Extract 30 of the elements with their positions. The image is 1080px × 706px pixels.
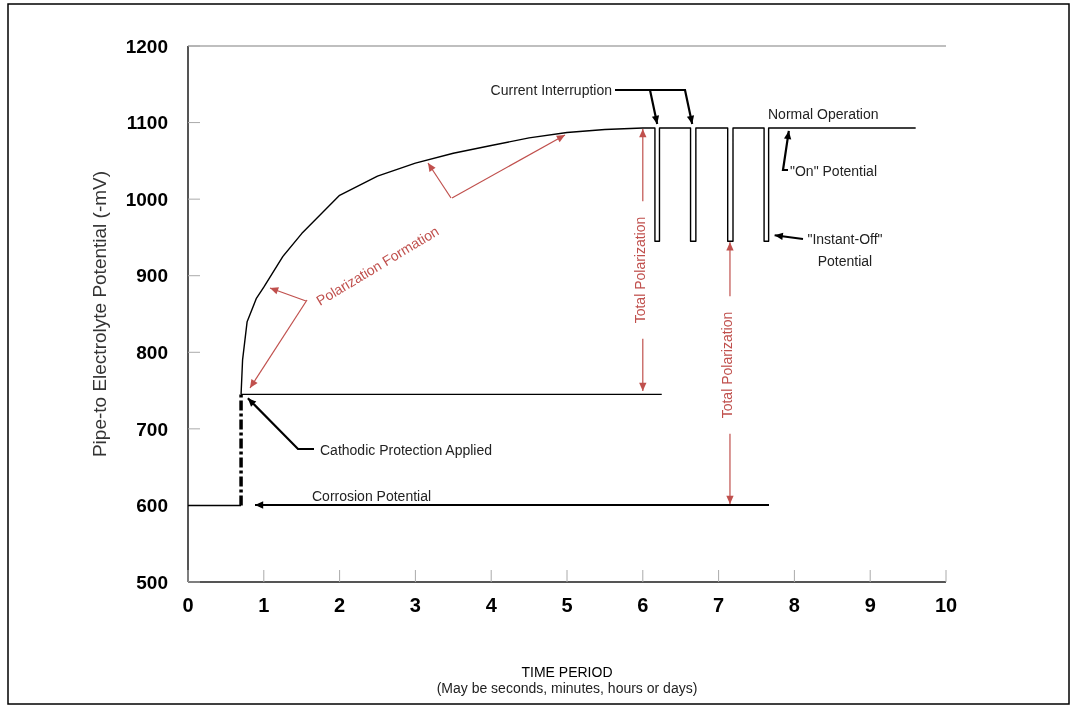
x-tick-label: 5 (561, 594, 573, 616)
y-tick-label: 700 (136, 418, 168, 440)
x-tick-label: 3 (409, 594, 421, 616)
annotation: "Instant-Off" Potential (807, 231, 883, 269)
x-axis-title: TIME PERIOD (521, 664, 613, 680)
y-tick-label: 900 (136, 265, 168, 287)
text: (May be seconds, minutes, hours or days) (436, 680, 698, 696)
y-tick-label: 1200 (125, 35, 168, 57)
y-tick-label: 600 (136, 495, 168, 517)
annotation: Corrosion Potential (312, 488, 432, 504)
x-tick-label: 8 (788, 594, 800, 616)
x-tick-label: 6 (637, 594, 649, 616)
x-tick-label: 7 (713, 594, 725, 616)
y-tick-label: 1100 (126, 112, 168, 134)
y-tick-label: 1000 (125, 188, 168, 210)
annotation: Total Polarization (718, 311, 735, 419)
annotation: Cathodic Protection Applied (320, 442, 492, 458)
annotation: Normal Operation (768, 106, 879, 122)
x-tick-label: 9 (864, 594, 876, 616)
annotation: "On" Potential (790, 163, 877, 179)
x-tick-label: 4 (485, 594, 498, 616)
x-tick-label: 0 (182, 594, 194, 616)
x-tick-label: 10 (934, 594, 958, 616)
y-axis-title: Pipe-to Electrolyte Potential (-mV) (89, 170, 110, 458)
annotation: Current Interruption (490, 82, 612, 98)
y-tick-label: 800 (136, 341, 168, 363)
x-tick-label: 1 (258, 594, 270, 616)
annotation: Total Polarization (631, 216, 648, 324)
y-tick-label: 500 (136, 571, 168, 593)
x-tick-label: 2 (334, 594, 346, 616)
